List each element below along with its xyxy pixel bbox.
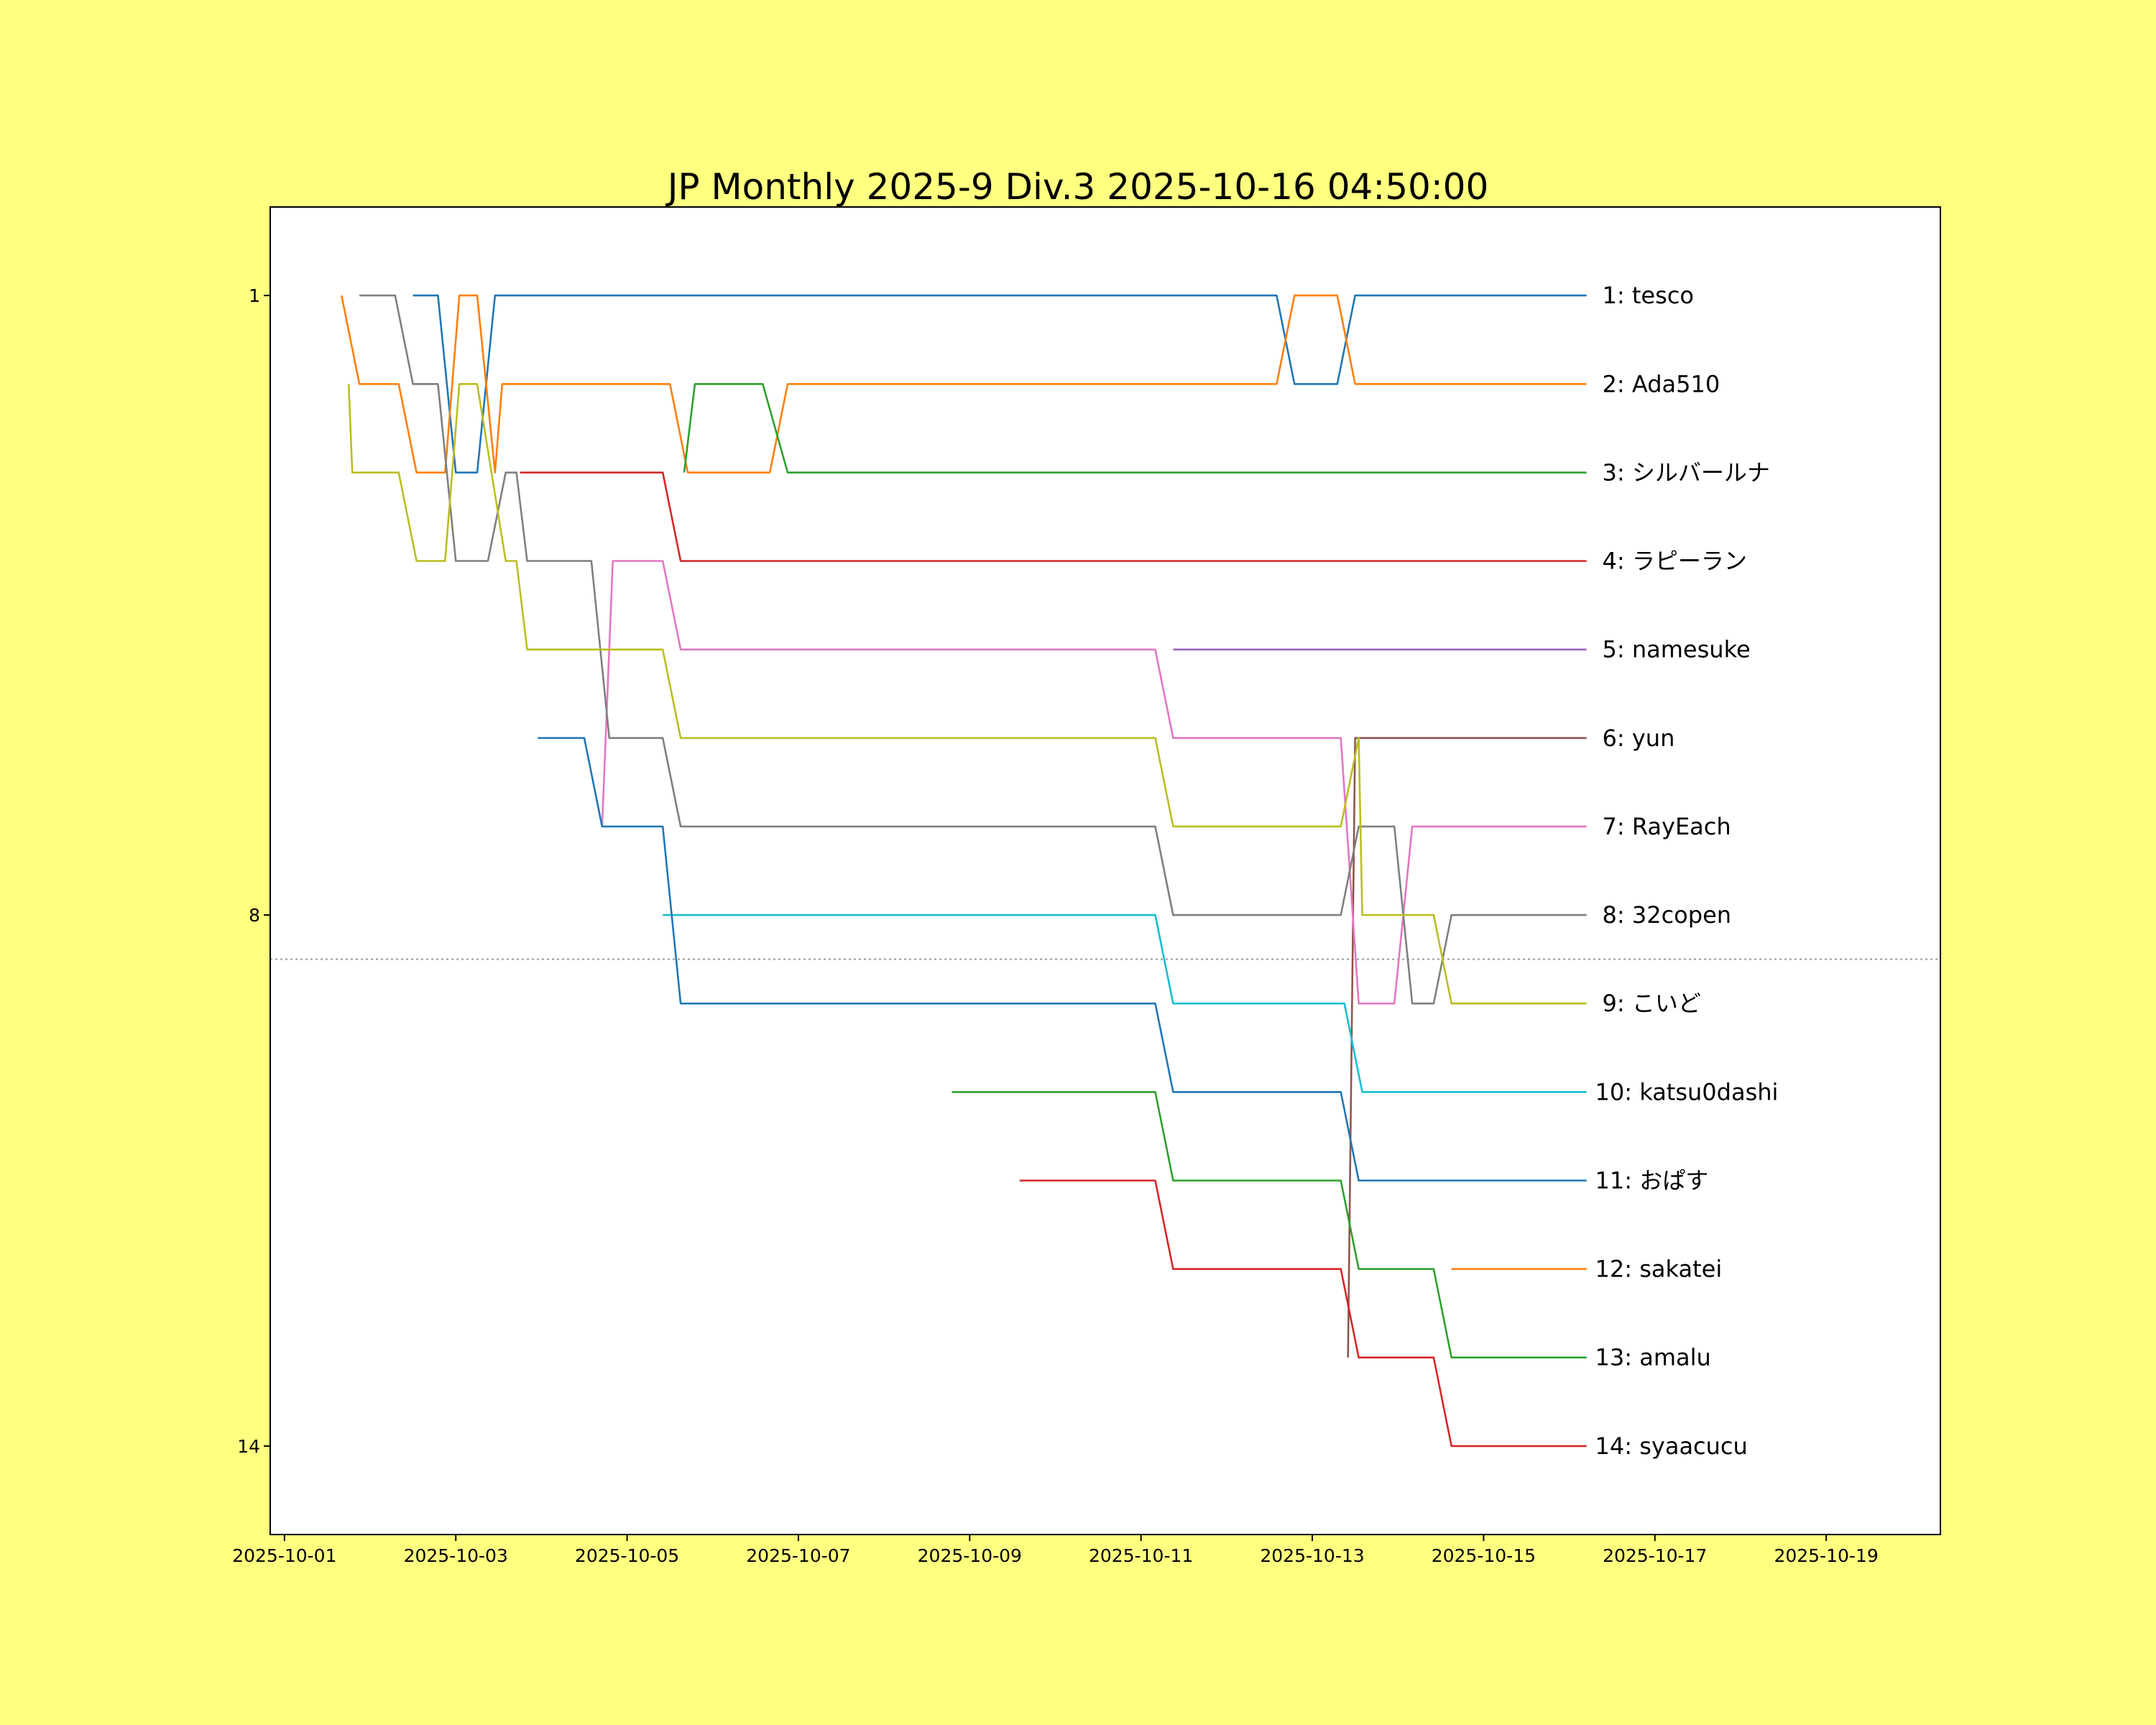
x-tick-label-4: 2025-10-09	[918, 1545, 1022, 1566]
series-line-4	[520, 472, 1587, 562]
x-tick-label-2: 2025-10-05	[575, 1545, 679, 1566]
series-label-2: 2: Ada510	[1603, 370, 1720, 397]
series-label-13: 13: amalu	[1595, 1344, 1711, 1371]
series-label-1: 1: tesco	[1603, 282, 1694, 309]
series-line-13	[952, 1091, 1587, 1358]
plot-frame	[270, 206, 1941, 1535]
y-tick-label-1: 8	[249, 905, 260, 926]
series-line-2	[341, 294, 1587, 474]
y-tick-label-0: 1	[249, 285, 260, 306]
series-line-9	[347, 382, 1587, 1005]
chart-title: JP Monthly 2025-9 Div.3 2025-10-16 04:50…	[665, 166, 1489, 208]
series-line-3	[683, 382, 1587, 474]
x-tick-label-7: 2025-10-15	[1432, 1545, 1536, 1566]
plot-area	[270, 207, 1940, 1535]
series-label-4: 4: ラピーラン	[1603, 548, 1747, 575]
series-label-8: 8: 32copen	[1603, 901, 1731, 929]
x-tick-label-5: 2025-10-11	[1089, 1545, 1193, 1566]
series-layer	[341, 294, 1587, 1448]
end-labels: 1: tesco 2: Ada510 3: シルバールナ 4: ラピーラン 5: nam…	[1595, 282, 1779, 1460]
x-axis: 2025-10-01 2025-10-03 2025-10-05 2025-10-07…	[232, 1535, 1879, 1566]
series-line-11	[538, 737, 1587, 1182]
x-tick-label-1: 2025-10-03	[404, 1545, 508, 1566]
x-tick-label-9: 2025-10-19	[1774, 1545, 1878, 1566]
series-label-10: 10: katsu0dashi	[1595, 1078, 1779, 1105]
y-tick-label-2: 14	[237, 1436, 260, 1457]
series-label-3: 3: シルバールナ	[1603, 459, 1770, 486]
x-tick-label-0: 2025-10-01	[232, 1545, 336, 1566]
series-label-7: 7: RayEach	[1603, 813, 1731, 840]
series-line-14	[1019, 1179, 1587, 1448]
series-label-5: 5: namesuke	[1603, 636, 1751, 663]
x-tick-label-8: 2025-10-17	[1603, 1545, 1707, 1566]
series-label-9: 9: こいど	[1603, 990, 1701, 1017]
series-label-6: 6: yun	[1603, 724, 1675, 752]
series-line-7	[601, 560, 1587, 1005]
series-label-14: 14: syaacucu	[1595, 1432, 1748, 1460]
series-line-10	[663, 914, 1587, 1093]
x-tick-label-6: 2025-10-13	[1260, 1545, 1364, 1566]
series-label-12: 12: sakatei	[1595, 1256, 1723, 1283]
series-label-11: 11: おぱす	[1595, 1167, 1709, 1194]
series-line-6	[1347, 737, 1587, 1358]
x-tick-label-3: 2025-10-07	[746, 1545, 850, 1566]
